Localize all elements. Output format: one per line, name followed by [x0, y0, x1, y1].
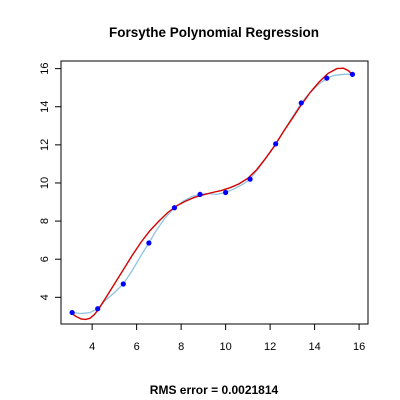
data-point — [197, 191, 203, 198]
x-tick-label: 16 — [353, 341, 365, 353]
y-tick-label: 14 — [39, 101, 51, 113]
data-point — [349, 71, 356, 77]
data-point — [247, 176, 253, 182]
data-point — [146, 240, 152, 246]
rms-error-label: RMS error = 0.0021814 — [150, 383, 279, 397]
x-tick-label: 10 — [219, 341, 231, 353]
y-tick-label: 4 — [39, 294, 51, 300]
x-tick-label: 4 — [89, 341, 95, 353]
x-tick-label: 6 — [134, 341, 140, 353]
data-points — [69, 71, 356, 316]
y-tick-label: 6 — [39, 256, 51, 262]
y-axis: 4 6 8 10 12 14 16 — [39, 62, 61, 300]
data-point — [69, 309, 75, 316]
data-point — [298, 100, 304, 106]
y-tick-label: 16 — [39, 62, 51, 74]
y-tick-label: 8 — [39, 218, 51, 224]
data-point — [223, 189, 229, 196]
x-axis: 4 6 8 10 12 14 16 — [89, 324, 365, 353]
x-tick-label: 8 — [178, 341, 184, 353]
y-tick-label: 12 — [39, 139, 51, 151]
data-point — [324, 75, 330, 81]
data-point — [273, 141, 279, 147]
data-point — [171, 205, 178, 211]
chart-title: Forsythe Polynomial Regression — [109, 25, 319, 40]
data-point — [120, 281, 126, 287]
x-tick-label: 14 — [308, 341, 320, 353]
y-tick-label: 10 — [39, 177, 51, 189]
data-point — [95, 306, 101, 312]
x-tick-label: 12 — [264, 341, 276, 353]
plot-frame — [60, 60, 369, 325]
spline-curve — [72, 73, 353, 315]
